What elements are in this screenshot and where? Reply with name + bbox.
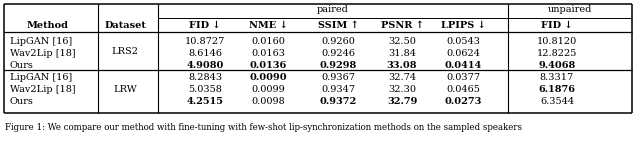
Text: paired: paired bbox=[317, 5, 349, 15]
Text: Method: Method bbox=[27, 20, 69, 30]
Text: SSIM ↑: SSIM ↑ bbox=[317, 20, 358, 30]
Text: 9.4068: 9.4068 bbox=[538, 60, 575, 70]
Text: 10.8120: 10.8120 bbox=[537, 36, 577, 46]
Text: 6.1876: 6.1876 bbox=[538, 86, 575, 94]
Text: 0.0098: 0.0098 bbox=[251, 97, 285, 107]
Text: FID ↓: FID ↓ bbox=[189, 20, 221, 30]
Text: LipGAN [16]: LipGAN [16] bbox=[10, 36, 72, 46]
Text: 8.3317: 8.3317 bbox=[540, 73, 574, 83]
Text: 0.9347: 0.9347 bbox=[321, 86, 355, 94]
Text: 33.08: 33.08 bbox=[387, 60, 417, 70]
Text: 6.3544: 6.3544 bbox=[540, 97, 574, 107]
Text: 0.0465: 0.0465 bbox=[446, 86, 480, 94]
Text: 32.50: 32.50 bbox=[388, 36, 416, 46]
Text: 0.0090: 0.0090 bbox=[249, 73, 287, 83]
Text: Wav2Lip [18]: Wav2Lip [18] bbox=[10, 49, 76, 57]
Text: 0.0414: 0.0414 bbox=[444, 60, 482, 70]
Text: unpaired: unpaired bbox=[548, 5, 592, 15]
Text: 0.0099: 0.0099 bbox=[251, 86, 285, 94]
Text: 10.8727: 10.8727 bbox=[185, 36, 225, 46]
Text: NME ↓: NME ↓ bbox=[248, 20, 287, 30]
Text: 4.9080: 4.9080 bbox=[186, 60, 224, 70]
Text: Ours: Ours bbox=[10, 60, 34, 70]
Text: FID ↓: FID ↓ bbox=[541, 20, 573, 30]
Text: 8.2843: 8.2843 bbox=[188, 73, 222, 83]
Text: 0.0136: 0.0136 bbox=[250, 60, 287, 70]
Text: Dataset: Dataset bbox=[104, 20, 146, 30]
Text: 32.74: 32.74 bbox=[388, 73, 416, 83]
Text: 0.0543: 0.0543 bbox=[446, 36, 480, 46]
Text: LRS2: LRS2 bbox=[111, 47, 138, 55]
Text: 0.0273: 0.0273 bbox=[444, 97, 482, 107]
Text: LipGAN [16]: LipGAN [16] bbox=[10, 73, 72, 83]
Text: 12.8225: 12.8225 bbox=[537, 49, 577, 57]
Text: 0.9298: 0.9298 bbox=[319, 60, 356, 70]
Text: PSNR ↑: PSNR ↑ bbox=[381, 20, 424, 30]
Text: LPIPS ↓: LPIPS ↓ bbox=[440, 20, 485, 30]
Text: 0.9367: 0.9367 bbox=[321, 73, 355, 83]
Text: 0.0163: 0.0163 bbox=[251, 49, 285, 57]
Text: Figure 1: We compare our method with fine-tuning with few-shot lip-synchronizati: Figure 1: We compare our method with fin… bbox=[5, 123, 522, 131]
Text: 4.2515: 4.2515 bbox=[186, 97, 223, 107]
Text: 0.9246: 0.9246 bbox=[321, 49, 355, 57]
Text: 8.6146: 8.6146 bbox=[188, 49, 222, 57]
Text: 0.0377: 0.0377 bbox=[446, 73, 480, 83]
Text: 0.0160: 0.0160 bbox=[251, 36, 285, 46]
Text: 0.0624: 0.0624 bbox=[446, 49, 480, 57]
Text: LRW: LRW bbox=[113, 86, 137, 94]
Text: 0.9372: 0.9372 bbox=[319, 97, 356, 107]
Text: Wav2Lip [18]: Wav2Lip [18] bbox=[10, 86, 76, 94]
Text: 32.30: 32.30 bbox=[388, 86, 416, 94]
Text: 31.84: 31.84 bbox=[388, 49, 416, 57]
Text: 32.79: 32.79 bbox=[387, 97, 417, 107]
Text: 5.0358: 5.0358 bbox=[188, 86, 222, 94]
Text: Ours: Ours bbox=[10, 97, 34, 107]
Text: 0.9260: 0.9260 bbox=[321, 36, 355, 46]
